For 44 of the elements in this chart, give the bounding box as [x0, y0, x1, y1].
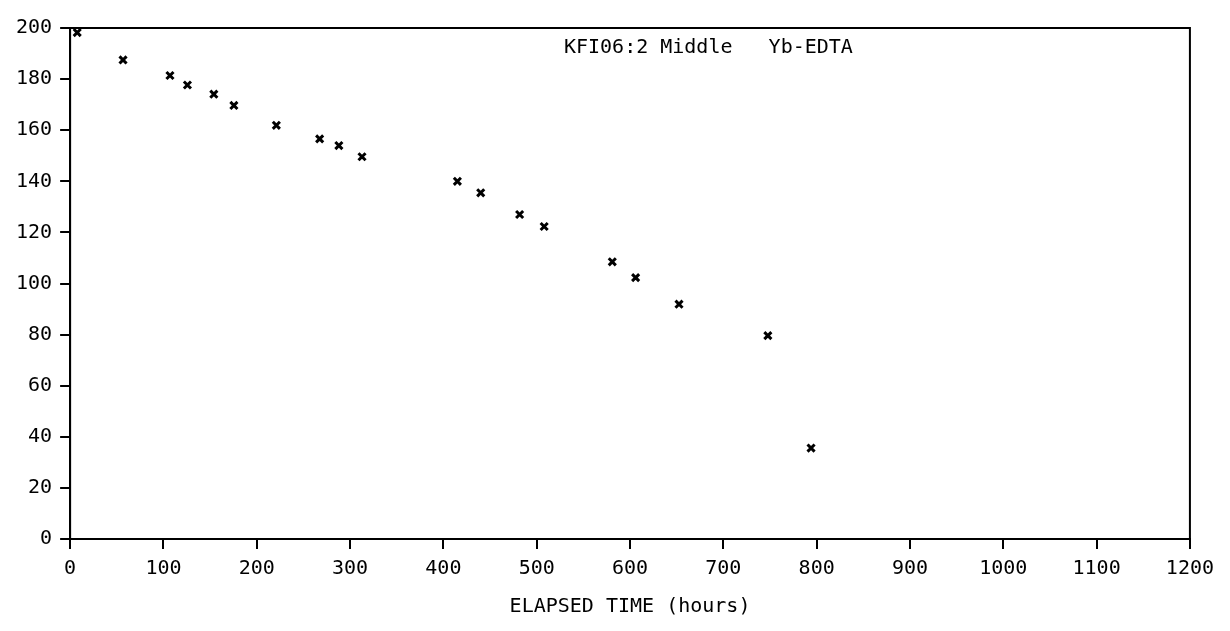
point — [333, 140, 344, 151]
y-tick-label: 140 — [16, 167, 53, 192]
y-tick-label: 60 — [28, 371, 53, 396]
y-tick-label: 200 — [16, 14, 53, 39]
y-tick-label: 120 — [16, 218, 53, 243]
x-tick-label: 200 — [238, 555, 275, 580]
y-tick-label: 40 — [28, 423, 53, 447]
x-axis-title: ELAPSED TIME (hours) — [509, 593, 751, 618]
x-tick-label: 900 — [891, 555, 929, 580]
point — [314, 133, 325, 144]
x-tick-label: 100 — [145, 555, 182, 580]
y-tick-label: 0 — [40, 525, 53, 550]
point — [475, 187, 486, 198]
x-tick-label: 300 — [332, 555, 369, 580]
annotation: KFI06:2 Middle Yb-EDTA — [563, 34, 853, 59]
point — [673, 299, 685, 310]
x-tick-label: 1200 — [1165, 555, 1214, 580]
y-tick-label: 80 — [28, 320, 53, 345]
x-tick-label: 1100 — [1072, 555, 1121, 580]
y-tick-label: 180 — [16, 65, 53, 90]
x-tick-label: 700 — [705, 555, 742, 580]
point — [118, 54, 129, 65]
x-tick-label: 0 — [64, 555, 77, 580]
point — [514, 209, 525, 220]
y-tick-label: 160 — [16, 116, 53, 141]
point — [208, 89, 219, 100]
point — [356, 151, 368, 162]
x-tick-label: 500 — [518, 555, 555, 580]
point — [228, 100, 239, 111]
point — [539, 221, 550, 232]
point — [607, 256, 618, 267]
point — [630, 272, 641, 283]
y-tick-label: 100 — [16, 269, 53, 294]
point — [182, 79, 193, 91]
x-tick-label: 800 — [798, 555, 835, 580]
point — [271, 120, 282, 131]
point — [762, 330, 773, 341]
x-tick-label: 600 — [611, 555, 649, 580]
point — [452, 176, 463, 187]
x-tick-label: 400 — [425, 555, 462, 580]
x-tick-label: 1000 — [979, 555, 1028, 580]
y-tick-label: 20 — [28, 474, 53, 499]
point — [806, 443, 817, 454]
point — [164, 70, 176, 81]
